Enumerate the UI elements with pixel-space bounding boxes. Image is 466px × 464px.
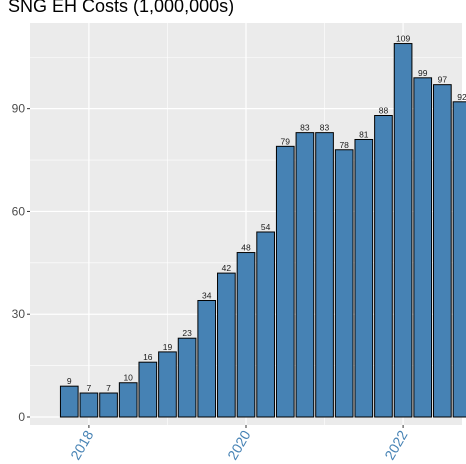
bars [59,43,466,418]
bar [197,300,217,418]
bar-value-label: 34 [202,291,212,301]
bar-value-label: 19 [163,342,173,352]
bar-value-label: 81 [359,129,369,139]
bar [118,382,138,418]
bar [177,337,197,418]
chart-title: SNG EH Costs (1,000,000s) [8,0,235,16]
bar-value-label: 7 [106,383,111,393]
bar [217,272,236,418]
bar [315,132,334,418]
bar-value-label: 109 [396,34,410,44]
x-tick-label: 2022 [381,427,411,462]
bar-value-label: 7 [87,383,92,393]
bar [393,43,413,418]
bar-value-label: 78 [339,140,349,150]
bar-value-label: 83 [300,123,310,133]
bar-value-label: 88 [379,106,389,116]
bar-value-label: 97 [438,75,448,85]
y-tick-label: 0 [18,410,25,424]
bar [99,392,118,418]
bar [374,115,393,418]
bar [354,138,374,418]
bar-value-label: 10 [123,373,133,383]
bar-value-label: 42 [222,263,232,273]
x-tick-label: 2018 [67,427,97,462]
bar-value-label: 48 [241,243,251,253]
bar-value-label: 23 [182,328,192,338]
x-tick-label: 2020 [224,427,254,462]
bar [275,145,295,418]
bar [413,77,433,418]
bar [236,252,256,418]
y-axis: 0 30 60 90 [12,102,30,424]
bar-value-label: 99 [418,68,428,78]
bar [138,361,158,418]
bar [295,132,315,418]
bar [334,149,354,418]
bar-value-label: 83 [320,123,330,133]
bar-value-label: 54 [261,222,271,232]
bar [452,101,466,418]
bar [256,231,275,418]
bar [59,385,79,418]
y-tick-label: 90 [12,102,26,116]
bar-value-label: 79 [281,136,291,146]
bar-value-label: 16 [143,352,153,362]
bar-value-label: 92 [457,92,466,102]
bar [79,392,99,418]
bar-value-label: 9 [67,376,72,386]
bar [433,84,452,418]
y-tick-label: 30 [12,307,26,321]
bar [158,351,177,418]
x-axis: 2018 2020 2022 [67,425,411,462]
y-tick-label: 60 [12,204,26,218]
